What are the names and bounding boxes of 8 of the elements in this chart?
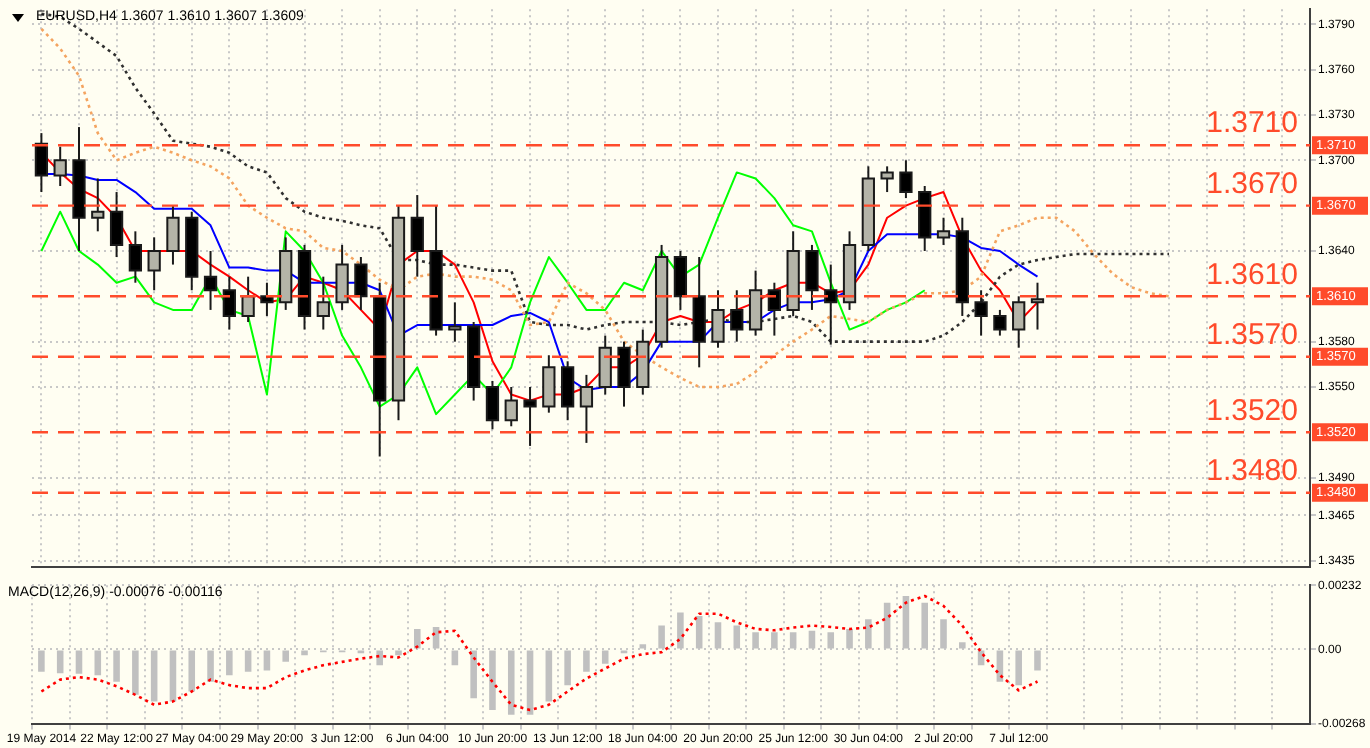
ref-line-label: 1.3710 <box>1206 106 1298 141</box>
ref-line-label: 1.3480 <box>1206 454 1298 489</box>
ref-line-label: 1.3570 <box>1206 318 1298 353</box>
ref-line-label: 1.3610 <box>1206 257 1298 292</box>
line-series <box>40 27 1171 389</box>
ref-line-label: 1.3520 <box>1206 393 1298 428</box>
line-series <box>40 12 1171 343</box>
ref-line-label: 1.3670 <box>1206 166 1298 201</box>
